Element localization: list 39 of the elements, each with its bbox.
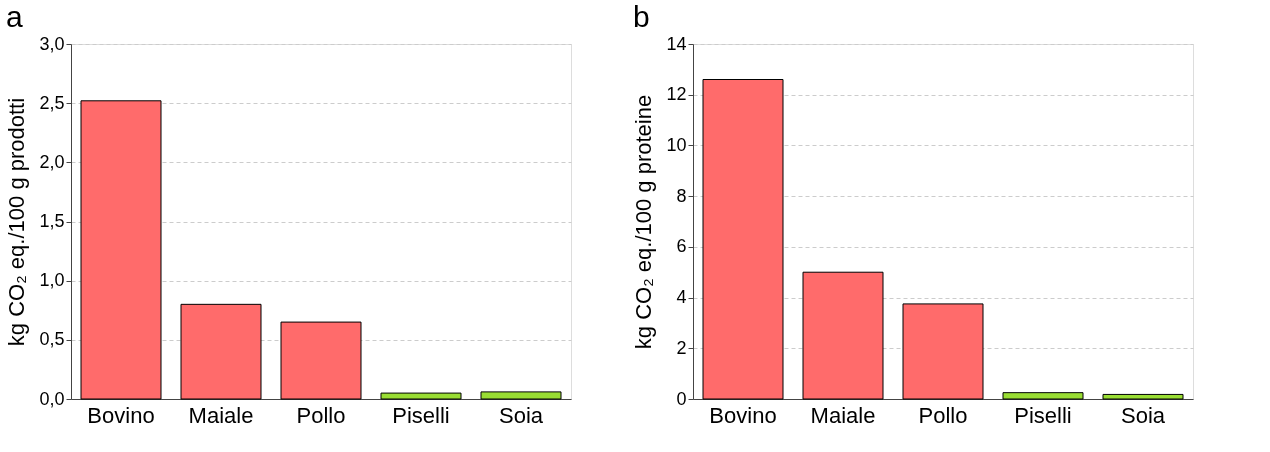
y-tick-label: 12 [666, 84, 687, 105]
x-tick-label: Maiale [810, 402, 876, 428]
y-tick-label: 1,5 [39, 211, 65, 231]
bar [1102, 393, 1184, 400]
y-tick-label: 3,0 [39, 33, 65, 54]
bar [380, 392, 462, 400]
bar [80, 100, 162, 400]
y-tick-label: 2,5 [39, 92, 65, 113]
y-tick-label: 10 [666, 134, 687, 155]
y-tick-label: 0 [676, 388, 687, 409]
bar [902, 303, 984, 400]
y-tick-label: 6 [676, 236, 687, 257]
y-axis-title: kg CO₂ eq./100 g prodotti [4, 97, 30, 347]
x-tick-label: Bovino [87, 402, 155, 428]
x-tick-label: Maiale [188, 402, 254, 428]
bar [802, 271, 884, 400]
y-axis-title: kg CO₂ eq./100 g proteine [631, 94, 657, 350]
y-tick-label: 2 [676, 337, 687, 358]
y-tick-label: 2,0 [39, 151, 65, 172]
x-tick-label: Soia [1120, 402, 1166, 428]
y-tick-label: 8 [676, 185, 687, 206]
chart-title: b [632, 0, 650, 33]
y-tick-label: 4 [676, 287, 687, 308]
x-tick-label: Soia [498, 402, 544, 428]
y-tick-label: 1,0 [39, 270, 65, 291]
bar [180, 303, 262, 400]
x-tick-label: Pollo [296, 402, 346, 428]
bar [702, 79, 784, 400]
y-tick-label: 0,0 [39, 388, 65, 409]
bar [1002, 392, 1084, 400]
bar [480, 391, 562, 400]
x-tick-label: Pollo [918, 402, 968, 428]
x-tick-label: Bovino [709, 402, 777, 428]
bar [280, 321, 362, 400]
x-tick-label: Piselli [1014, 402, 1072, 428]
y-tick-label: 0,5 [39, 329, 65, 350]
x-tick-label: Piselli [392, 402, 450, 428]
y-tick-label: 14 [666, 33, 687, 54]
chart-title: a [5, 0, 23, 33]
